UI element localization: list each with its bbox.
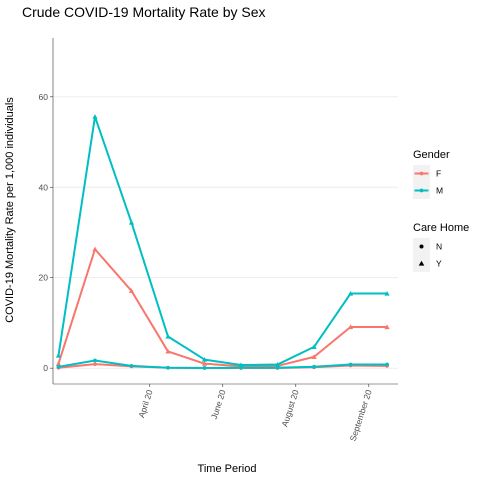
data-point-M-Y [165, 333, 171, 339]
data-point-M-Y [311, 344, 317, 349]
data-point-M-Y [128, 219, 135, 225]
data-point-M-N [129, 364, 134, 368]
series-points [55, 114, 390, 370]
data-point-M-N [385, 362, 389, 367]
y-tick-label: 60 [39, 92, 49, 102]
series-line-M-Y [57, 115, 389, 366]
data-point-M-N [348, 362, 353, 367]
data-point-M-N [56, 364, 61, 369]
y-tick-label: 20 [39, 273, 49, 283]
data-point-F-Y [92, 246, 98, 252]
data-point-M-N [275, 365, 280, 370]
data-point-M-N [166, 365, 170, 370]
legend-label-M: M [436, 186, 443, 196]
x-axis-title: Time Period [198, 463, 257, 475]
y-tick-label: 40 [39, 182, 49, 192]
y-tick-labels: 0 20 40 60 [39, 92, 53, 373]
series-line-M-N [57, 359, 389, 369]
series-lines [57, 115, 389, 369]
legend-gender: Gender F M [413, 149, 450, 199]
data-point-M-N [93, 358, 97, 363]
legend-key-triangle-icon [418, 260, 425, 266]
data-point-M-N [202, 366, 207, 370]
data-point-M-Y [347, 290, 354, 296]
data-point-M-Y [201, 356, 208, 362]
data-point-M-Y [274, 361, 281, 367]
legend-care-home-title: Care Home [413, 222, 469, 234]
legend-key-point-F [419, 171, 424, 176]
legend-key-point-M [419, 188, 424, 193]
data-point-M-Y [384, 290, 390, 296]
legend-key-circle-icon [419, 244, 424, 249]
legend-label-F: F [436, 169, 441, 179]
data-point-F-Y [384, 324, 390, 330]
y-tick-label: 0 [43, 363, 48, 373]
data-point-F-Y [347, 324, 354, 330]
legend-label-Y: Y [436, 259, 442, 269]
data-point-M-Y [238, 362, 244, 368]
legend-gender-title: Gender [413, 149, 450, 161]
data-point-M-Y [55, 352, 62, 358]
data-point-F-Y [128, 288, 135, 293]
data-point-M-N [312, 364, 316, 369]
axes [52, 38, 398, 385]
series-line-F-Y [57, 248, 389, 368]
data-point-F-Y [55, 361, 62, 366]
chart-title: Crude COVID-19 Mortality Rate by Sex [22, 4, 266, 20]
data-point-F-N [93, 362, 97, 366]
data-point-M-Y [92, 114, 98, 119]
legend-label-N: N [436, 242, 442, 252]
legend-care-home: Care Home N Y [413, 222, 469, 272]
y-axis-title: COVID-19 Mortality Rate per 1,000 indivi… [4, 97, 16, 323]
data-point-F-Y [311, 354, 317, 359]
data-point-F-Y [165, 348, 171, 354]
data-point-F-Y [201, 361, 208, 366]
